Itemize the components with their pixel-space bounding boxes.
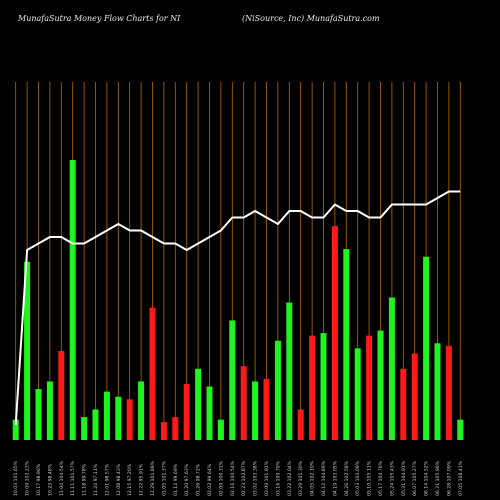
x-tick-label: 01.05 101.37% xyxy=(161,460,167,496)
x-tick-label: 01.12 99.69% xyxy=(173,463,179,496)
inflow-bar xyxy=(12,419,19,440)
x-tick-label: 04.05 102.10% xyxy=(310,460,316,496)
x-tick-label: 11.04 104.54% xyxy=(59,460,65,496)
x-tick-label: 04.12 104.89% xyxy=(321,460,327,496)
inflow-bar xyxy=(217,419,224,440)
x-tick-label: 04.19 103.05% xyxy=(332,460,338,496)
x-tick-label: 11.18 99.78% xyxy=(82,463,88,496)
x-tick-label: 11.11 101.57% xyxy=(70,460,76,496)
x-tick-label: 06.14 104.52% xyxy=(424,460,430,496)
chart-title-right: (NiSource, Inc) MunafaSutra.com xyxy=(242,14,380,23)
chart-title-left: MunafaSutra Money Flow Charts for NI xyxy=(18,14,181,23)
inflow-bar xyxy=(103,391,110,440)
x-tick-label: 10.09 102.23% xyxy=(25,460,31,496)
inflow-bar xyxy=(388,297,395,440)
outflow-bar xyxy=(149,307,156,440)
x-tick-label: 06.21 105.96% xyxy=(435,460,441,496)
x-tick-label: 06.07 105.27% xyxy=(412,460,418,496)
inflow-bar xyxy=(457,419,464,440)
x-tick-label: 04.26 102.58% xyxy=(344,460,350,496)
x-tick-label: 03.09 101.91% xyxy=(264,460,270,496)
x-tick-label: 12.15 97.20% xyxy=(127,463,133,496)
x-tick-label: 03.22 102.04% xyxy=(287,460,293,496)
outflow-bar xyxy=(263,378,270,440)
inflow-bar xyxy=(252,381,259,440)
outflow-bar xyxy=(331,226,338,440)
outflow-bar xyxy=(366,335,373,440)
outflow-bar xyxy=(160,422,167,440)
x-tick-label: 11.24 97.11% xyxy=(93,463,99,496)
inflow-bar xyxy=(274,340,281,440)
inflow-bar xyxy=(195,368,202,440)
x-tick-label: 05.17 104.76% xyxy=(378,460,384,496)
x-tick-label: 01.26 98.72% xyxy=(196,463,202,496)
inflow-bar xyxy=(206,386,213,440)
outflow-bar xyxy=(411,353,418,440)
x-tick-label: 02.09 100.31% xyxy=(218,460,224,496)
x-tick-label: 05.10 105.11% xyxy=(367,460,373,496)
outflow-bar xyxy=(172,417,179,440)
inflow-bar xyxy=(434,343,441,440)
outflow-bar xyxy=(400,368,407,440)
outflow-bar xyxy=(297,409,304,440)
x-tick-label: 03.29 101.30% xyxy=(298,460,304,496)
x-tick-label: 02.02 99.64% xyxy=(207,463,213,496)
inflow-bar xyxy=(343,249,350,440)
inflow-bar xyxy=(377,330,384,440)
x-tick-label: 03.16 100.79% xyxy=(275,460,281,496)
outflow-bar xyxy=(240,366,247,440)
inflow-bar xyxy=(24,261,31,440)
x-tick-label: 02.23 102.87% xyxy=(241,460,247,496)
x-tick-label: 12.29 101.89% xyxy=(150,460,156,496)
inflow-bar xyxy=(138,381,145,440)
inflow-bar xyxy=(320,333,327,440)
x-tick-label: 10.17 98.96% xyxy=(36,463,42,496)
inflow-bar xyxy=(46,381,53,440)
x-tick-label: 06.28 107.09% xyxy=(446,460,452,496)
price-line xyxy=(14,190,461,426)
x-tick-label: 05.03 103.09% xyxy=(355,460,361,496)
outflow-bar xyxy=(126,399,133,440)
inflow-bar xyxy=(229,320,236,440)
inflow-bar xyxy=(81,417,88,440)
x-tick-label: 01.20 97.63% xyxy=(184,463,190,496)
x-tick-label: 03.02 103.38% xyxy=(253,460,259,496)
x-tick-label: 12.22 95.91% xyxy=(139,463,145,496)
x-tick-label: 12.08 98.43% xyxy=(116,463,122,496)
inflow-bar xyxy=(92,409,99,440)
inflow-bar xyxy=(69,160,76,440)
inflow-bar xyxy=(286,302,293,440)
x-tick-label: 05.31 104.91% xyxy=(401,460,407,496)
x-tick-label: 12.01 98.57% xyxy=(104,463,110,496)
x-tick-label: 02.16 100.54% xyxy=(230,460,236,496)
outflow-bar xyxy=(309,335,316,440)
x-tick-label: 10.03 101.65% xyxy=(13,460,19,496)
x-tick-label: 07.05 106.41% xyxy=(458,460,464,496)
x-tick-label: 10.23 98.48% xyxy=(47,463,53,496)
outflow-bar xyxy=(183,384,190,440)
inflow-bar xyxy=(423,256,430,440)
inflow-bar xyxy=(115,396,122,440)
outflow-bar xyxy=(58,350,65,440)
outflow-bar xyxy=(445,345,452,440)
x-tick-label: 05.24 105.43% xyxy=(389,460,395,496)
inflow-bar xyxy=(354,348,361,440)
inflow-bar xyxy=(35,389,42,440)
